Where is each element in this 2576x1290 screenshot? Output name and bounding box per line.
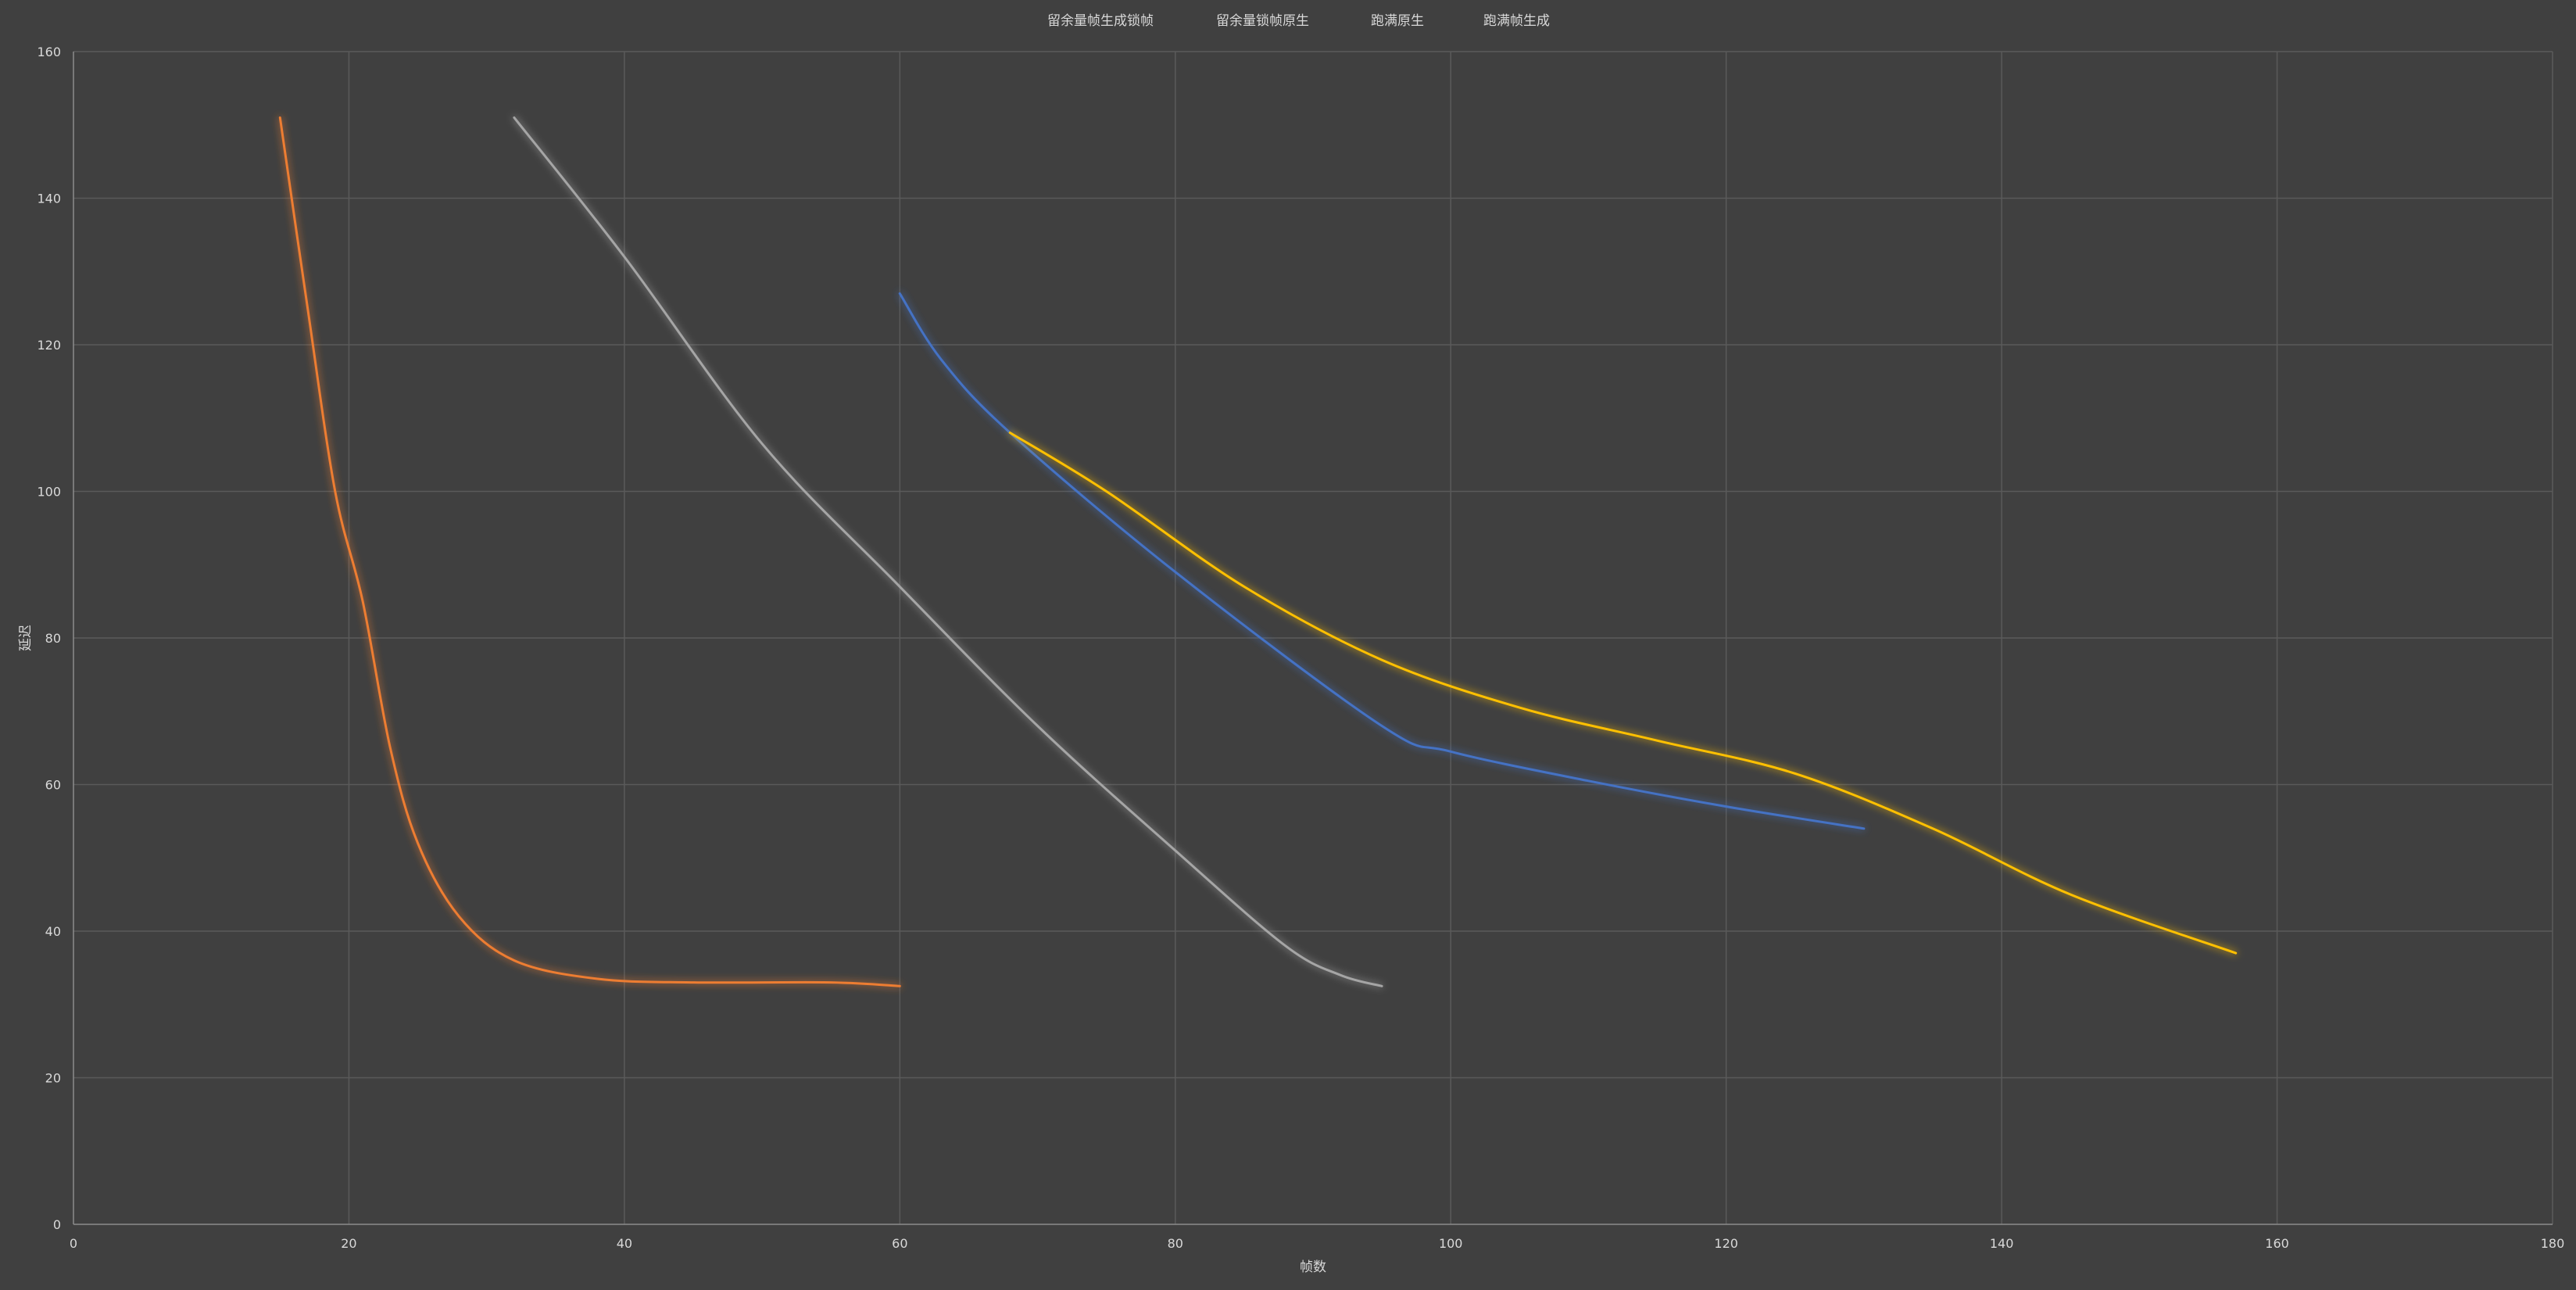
x-tick-label-6: 120	[1714, 1236, 1738, 1251]
legend-label-1: 留余量锁帧原生	[1216, 13, 1309, 29]
y-tick-label-4: 80	[45, 631, 61, 646]
y-tick-label-0: 0	[53, 1217, 61, 1232]
series-3	[1008, 432, 2238, 955]
series-0	[898, 292, 1866, 830]
y-axis-title: 延迟	[18, 625, 34, 651]
y-tick-label-2: 40	[45, 924, 61, 939]
legend: 留余量帧生成锁帧 留余量锁帧原生 跑满原生 跑满帧生成	[1013, 13, 1550, 29]
series-line-1	[278, 116, 901, 987]
x-tick-label-9: 180	[2541, 1236, 2565, 1251]
legend-label-3: 跑满帧生成	[1483, 13, 1550, 29]
y-tick-label-1: 20	[45, 1071, 61, 1086]
series-line-3	[1008, 432, 2238, 955]
y-tick-label-8: 160	[37, 45, 61, 59]
series-1	[278, 116, 901, 987]
axes: 0 20 40 60 80 100 120 140 160 180 0 20 40 60 80 100 120 1…	[37, 45, 2564, 1251]
legend-item-1[interactable]: 留余量锁帧原生	[1182, 13, 1309, 29]
x-tick-label-7: 140	[1990, 1236, 2014, 1251]
legend-label-2: 跑满原生	[1371, 13, 1424, 29]
y-tick-label-3: 60	[45, 778, 61, 793]
x-tick-label-0: 0	[70, 1236, 77, 1251]
x-tick-label-8: 160	[2265, 1236, 2289, 1251]
x-tick-label-5: 100	[1439, 1236, 1463, 1251]
series-2	[513, 116, 1383, 987]
legend-item-3[interactable]: 跑满帧生成	[1449, 13, 1550, 29]
series-line-2	[513, 116, 1383, 987]
legend-item-0[interactable]: 留余量帧生成锁帧	[1013, 13, 1154, 29]
legend-item-2[interactable]: 跑满原生	[1336, 13, 1424, 29]
y-tick-label-7: 140	[37, 192, 61, 206]
x-tick-label-2: 40	[617, 1236, 632, 1251]
series-layer	[278, 116, 2238, 987]
y-tick-label-6: 120	[37, 338, 61, 353]
x-tick-label-4: 80	[1168, 1236, 1183, 1251]
x-axis-title: 帧数	[1300, 1260, 1326, 1275]
x-tick-label-3: 60	[892, 1236, 907, 1251]
series-line-0	[898, 292, 1866, 830]
legend-label-0: 留余量帧生成锁帧	[1047, 13, 1154, 29]
grid	[73, 51, 2553, 1224]
x-tick-label-1: 20	[341, 1236, 356, 1251]
y-tick-label-5: 100	[37, 485, 61, 500]
